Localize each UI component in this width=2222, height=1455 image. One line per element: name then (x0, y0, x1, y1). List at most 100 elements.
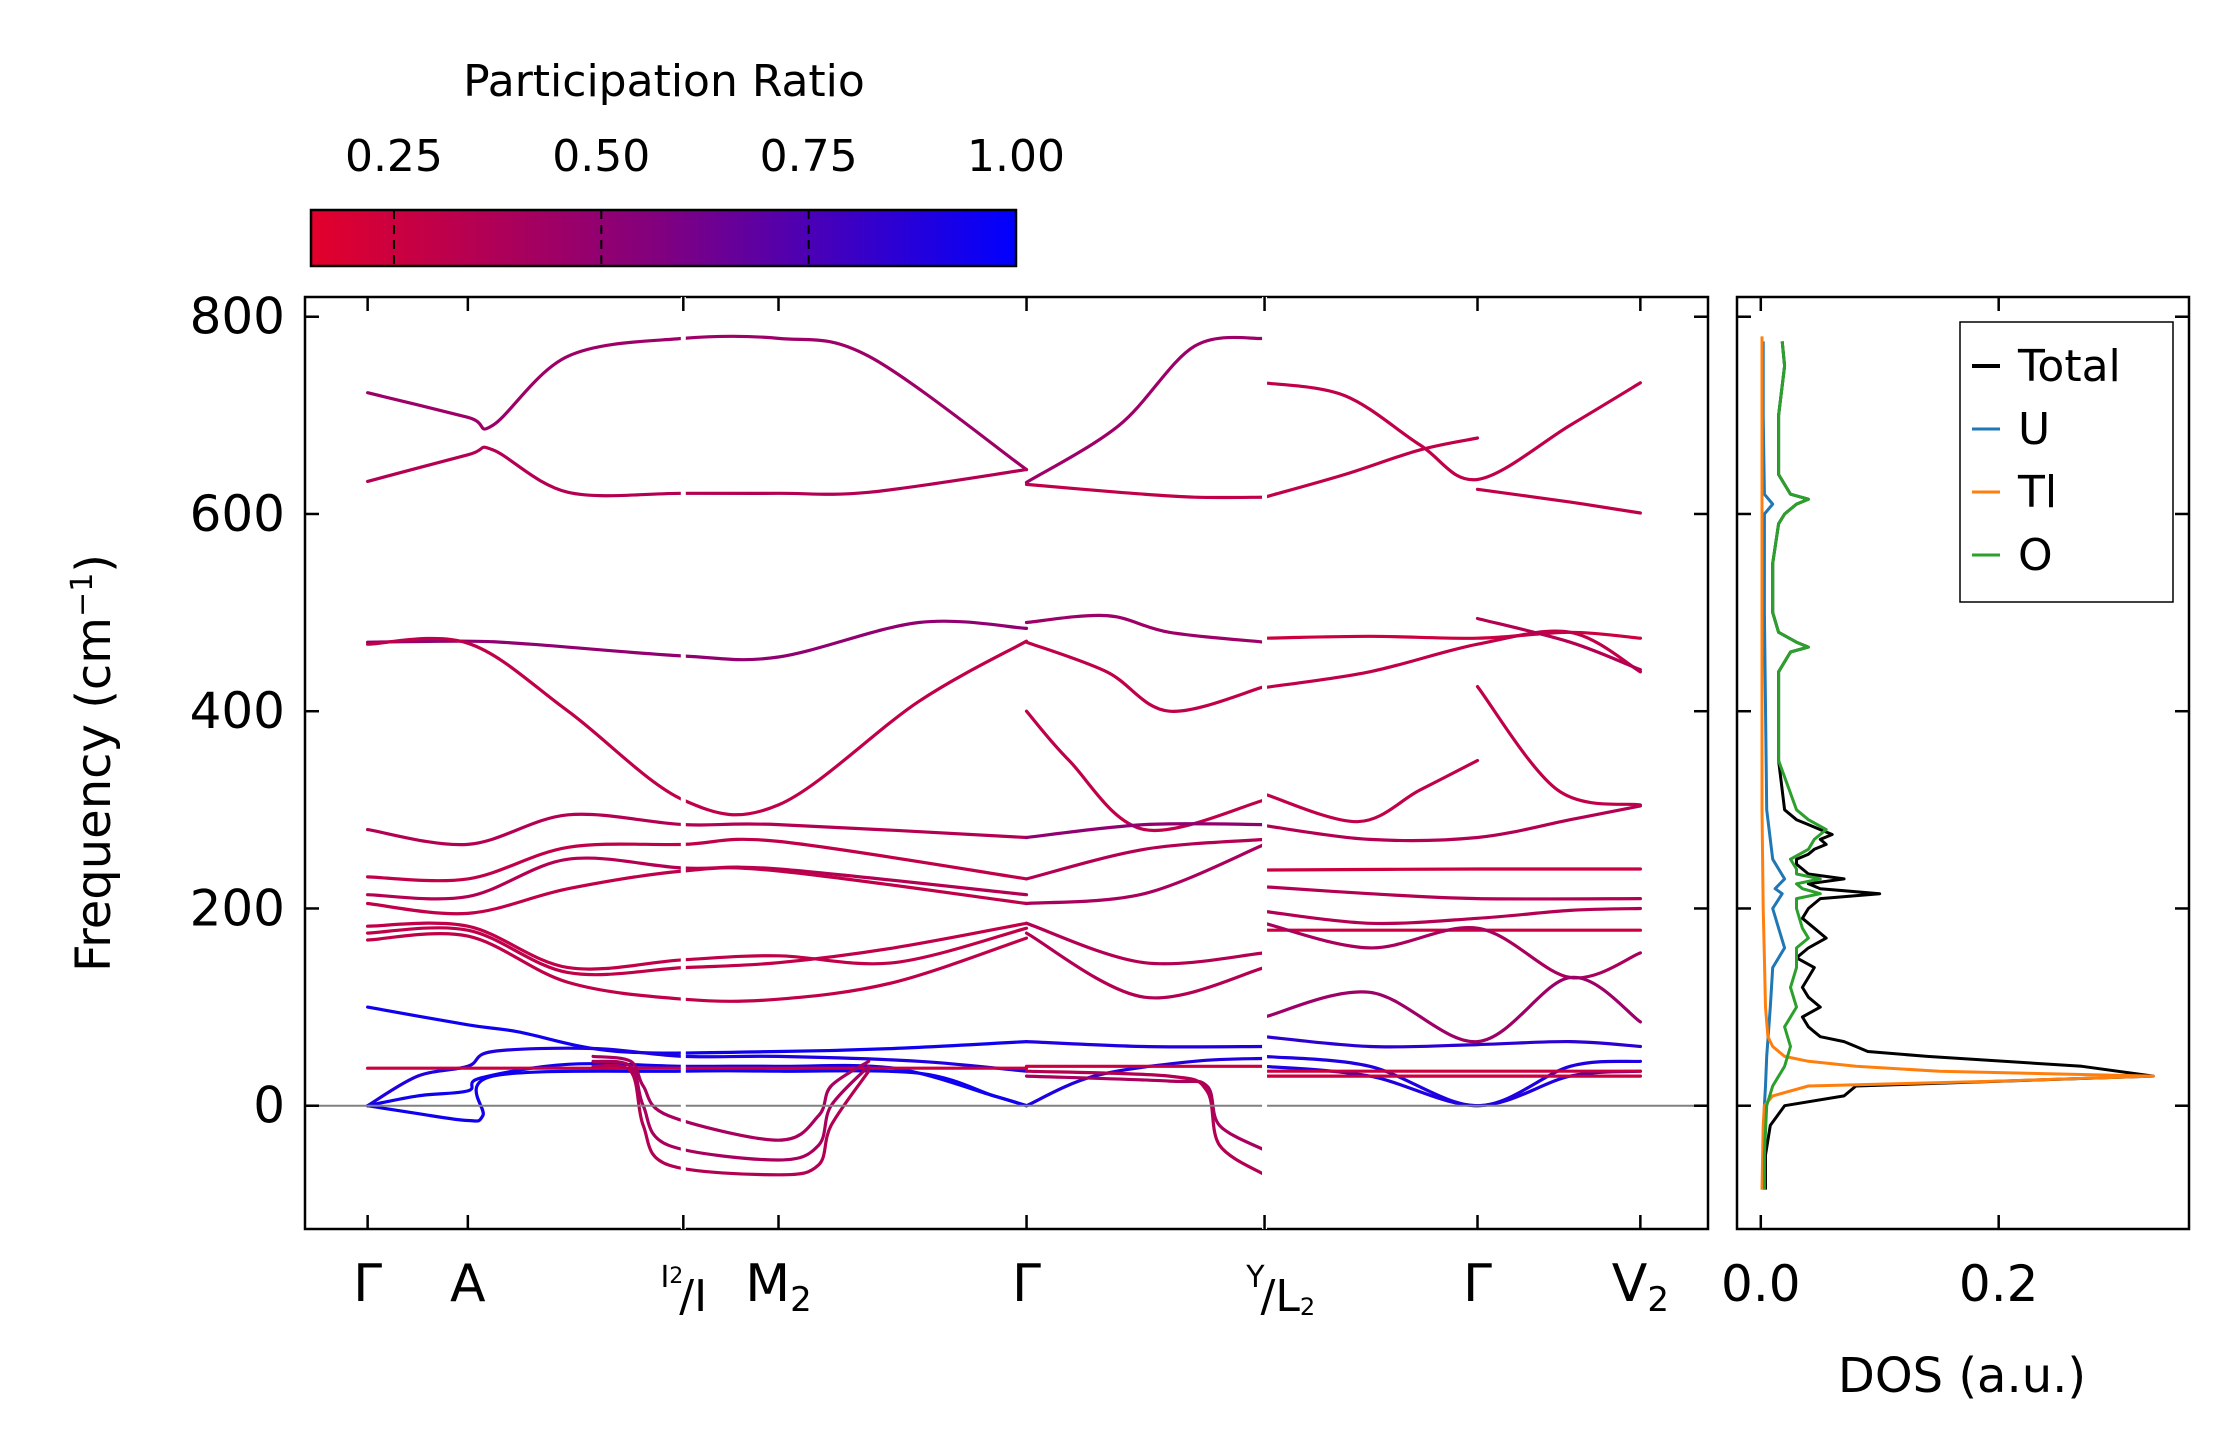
band-opt-4 (1024, 482, 1267, 500)
x-tick-label-bottom-main: /L (1261, 1271, 1301, 1322)
x-tick-label: M2 (745, 1254, 812, 1320)
colorbar-tick-label: 0.25 (345, 131, 443, 182)
colorbar-bar (309, 208, 1018, 268)
band-lowest-2 (1024, 1040, 1267, 1049)
band-o470-3 (1024, 613, 1267, 644)
band-o470-1 (366, 619, 1029, 662)
x-tick-label-top-sub: 2 (669, 1264, 683, 1289)
x-tick-label-top: Y (1245, 1260, 1265, 1295)
band-mid-6 (366, 866, 1029, 916)
band-mid-10 (1263, 885, 1642, 901)
band-soft-3 (591, 1054, 871, 1142)
y-axis-label-sup: −1 (65, 573, 100, 617)
band-mid-5 (366, 856, 1029, 901)
colorbar-title: Participation Ratio (463, 56, 865, 107)
legend-label-tl: Tl (2017, 467, 2057, 518)
band-opt-7 (1475, 487, 1642, 515)
band-low-2 (366, 921, 1029, 977)
x-tick-label-sub: 2 (1647, 1280, 1669, 1320)
x-tick-label-bottom-main: /I (679, 1271, 707, 1322)
band-acoustic-6 (1263, 1054, 1642, 1108)
y-tick-label: 600 (190, 485, 285, 543)
band-low-5 (1024, 931, 1267, 1000)
legend-frame (1959, 321, 2174, 603)
x-tick-label-main: Γ (1012, 1254, 1041, 1314)
x-tick-label: Γ (1012, 1254, 1041, 1314)
dos-line-tl (1760, 336, 2155, 1190)
legend: Total U Tl O (1959, 321, 2174, 603)
y-tick-label: 400 (190, 682, 285, 740)
band-opt-5 (1263, 381, 1642, 482)
dos-panel: 0.0 0.2 DOS (a.u.) Total U Tl O (1721, 295, 2191, 1404)
x-tick-label: Γ (353, 1254, 382, 1314)
dos-x-axis-label: DOS (a.u.) (1838, 1348, 2086, 1404)
legend-entries: Total U Tl O (1972, 341, 2121, 581)
x-tick-label-main: A (450, 1254, 486, 1314)
band-mid-7 (1024, 842, 1267, 906)
band-o470-2 (366, 636, 1029, 817)
band-soft-5 (1024, 1069, 1267, 1177)
dos-frame (1735, 295, 2191, 1231)
x-tick-label-main: Γ (353, 1254, 382, 1314)
band-opt-1 (366, 334, 1029, 472)
colorbar-tick-label: 1.00 (967, 131, 1065, 182)
x-tick-label-top-main: I (660, 1260, 669, 1295)
x-tick-label-bottom-sub: 2 (1300, 1293, 1315, 1321)
band-opt-3 (1024, 335, 1267, 484)
band-mid-4 (1024, 837, 1267, 881)
band-low-7 (1263, 975, 1642, 1044)
x-tick-label: Γ (1463, 1254, 1492, 1314)
band-o470-5 (1263, 630, 1642, 640)
band-frame (303, 295, 1710, 1231)
colorbar-ticks: 0.25 0.50 0.75 1.00 (345, 131, 1065, 266)
x-tick-label-bottom: /I (679, 1271, 707, 1322)
band-lowest-3 (1263, 1035, 1642, 1049)
colorbar-tick-label: 0.75 (760, 131, 858, 182)
dos-line-o (1762, 341, 1828, 1190)
band-soft-2 (591, 1059, 871, 1162)
band-o470-7 (1475, 616, 1642, 672)
band-o470-4 (1024, 640, 1267, 713)
band-o470-6 (1263, 629, 1642, 690)
legend-label-o: O (2018, 530, 2053, 581)
x-tick-label-top-main: Y (1245, 1260, 1265, 1295)
band-soft-1 (591, 1063, 871, 1177)
band-mid-11 (1263, 906, 1642, 926)
band-mid-8 (1263, 804, 1642, 843)
band-mid-3 (366, 837, 1029, 883)
band-o300-3 (1475, 685, 1642, 807)
band-o300-1 (1024, 709, 1267, 833)
y-axis-label-main: Frequency (cm (66, 617, 122, 972)
band-acoustic-2 (366, 1062, 1029, 1108)
x-tick-label-main: Γ (1463, 1254, 1492, 1314)
band-opt-2 (366, 445, 1029, 498)
band-acoustic-3 (366, 1069, 1029, 1123)
band-y-ticks: 0 200 400 600 800 (190, 288, 1708, 1135)
band-mid-1 (366, 812, 1029, 847)
band-mid-9 (1263, 867, 1642, 872)
y-tick-label: 800 (190, 288, 285, 346)
x-tick-label-main: V (1612, 1254, 1648, 1314)
colorbar-tick-label: 0.50 (552, 131, 650, 182)
band-lowest-1 (366, 1005, 1029, 1055)
y-tick-label: 200 (190, 879, 285, 937)
x-tick-label-bottom: /L2 (1261, 1271, 1316, 1322)
band-low-4 (1024, 921, 1267, 966)
x-tick-label-sub: 2 (790, 1280, 812, 1320)
x-tick-label: V2 (1612, 1254, 1669, 1320)
band-opt-6 (1263, 436, 1480, 499)
colorbar: Participation Ratio 0.25 0.50 0.75 1.00 (309, 56, 1065, 268)
x-tick-label-main: M (745, 1254, 790, 1314)
band-mid-2 (1024, 822, 1267, 840)
legend-label-u: U (2018, 404, 2050, 455)
band-low-6 (1263, 921, 1642, 980)
band-lines (366, 334, 1642, 1177)
band-x-ticks: Γ A I2/I M2 Γ Y/L2 Γ V2 (353, 297, 1669, 1322)
band-soft-4 (1024, 1074, 1267, 1152)
y-axis-label-close: ) (66, 554, 122, 573)
y-axis-label: Frequency (cm−1) (65, 554, 122, 972)
band-o300-2 (1263, 758, 1480, 824)
dos-x-tick-label: 0.0 (1721, 1255, 1801, 1313)
